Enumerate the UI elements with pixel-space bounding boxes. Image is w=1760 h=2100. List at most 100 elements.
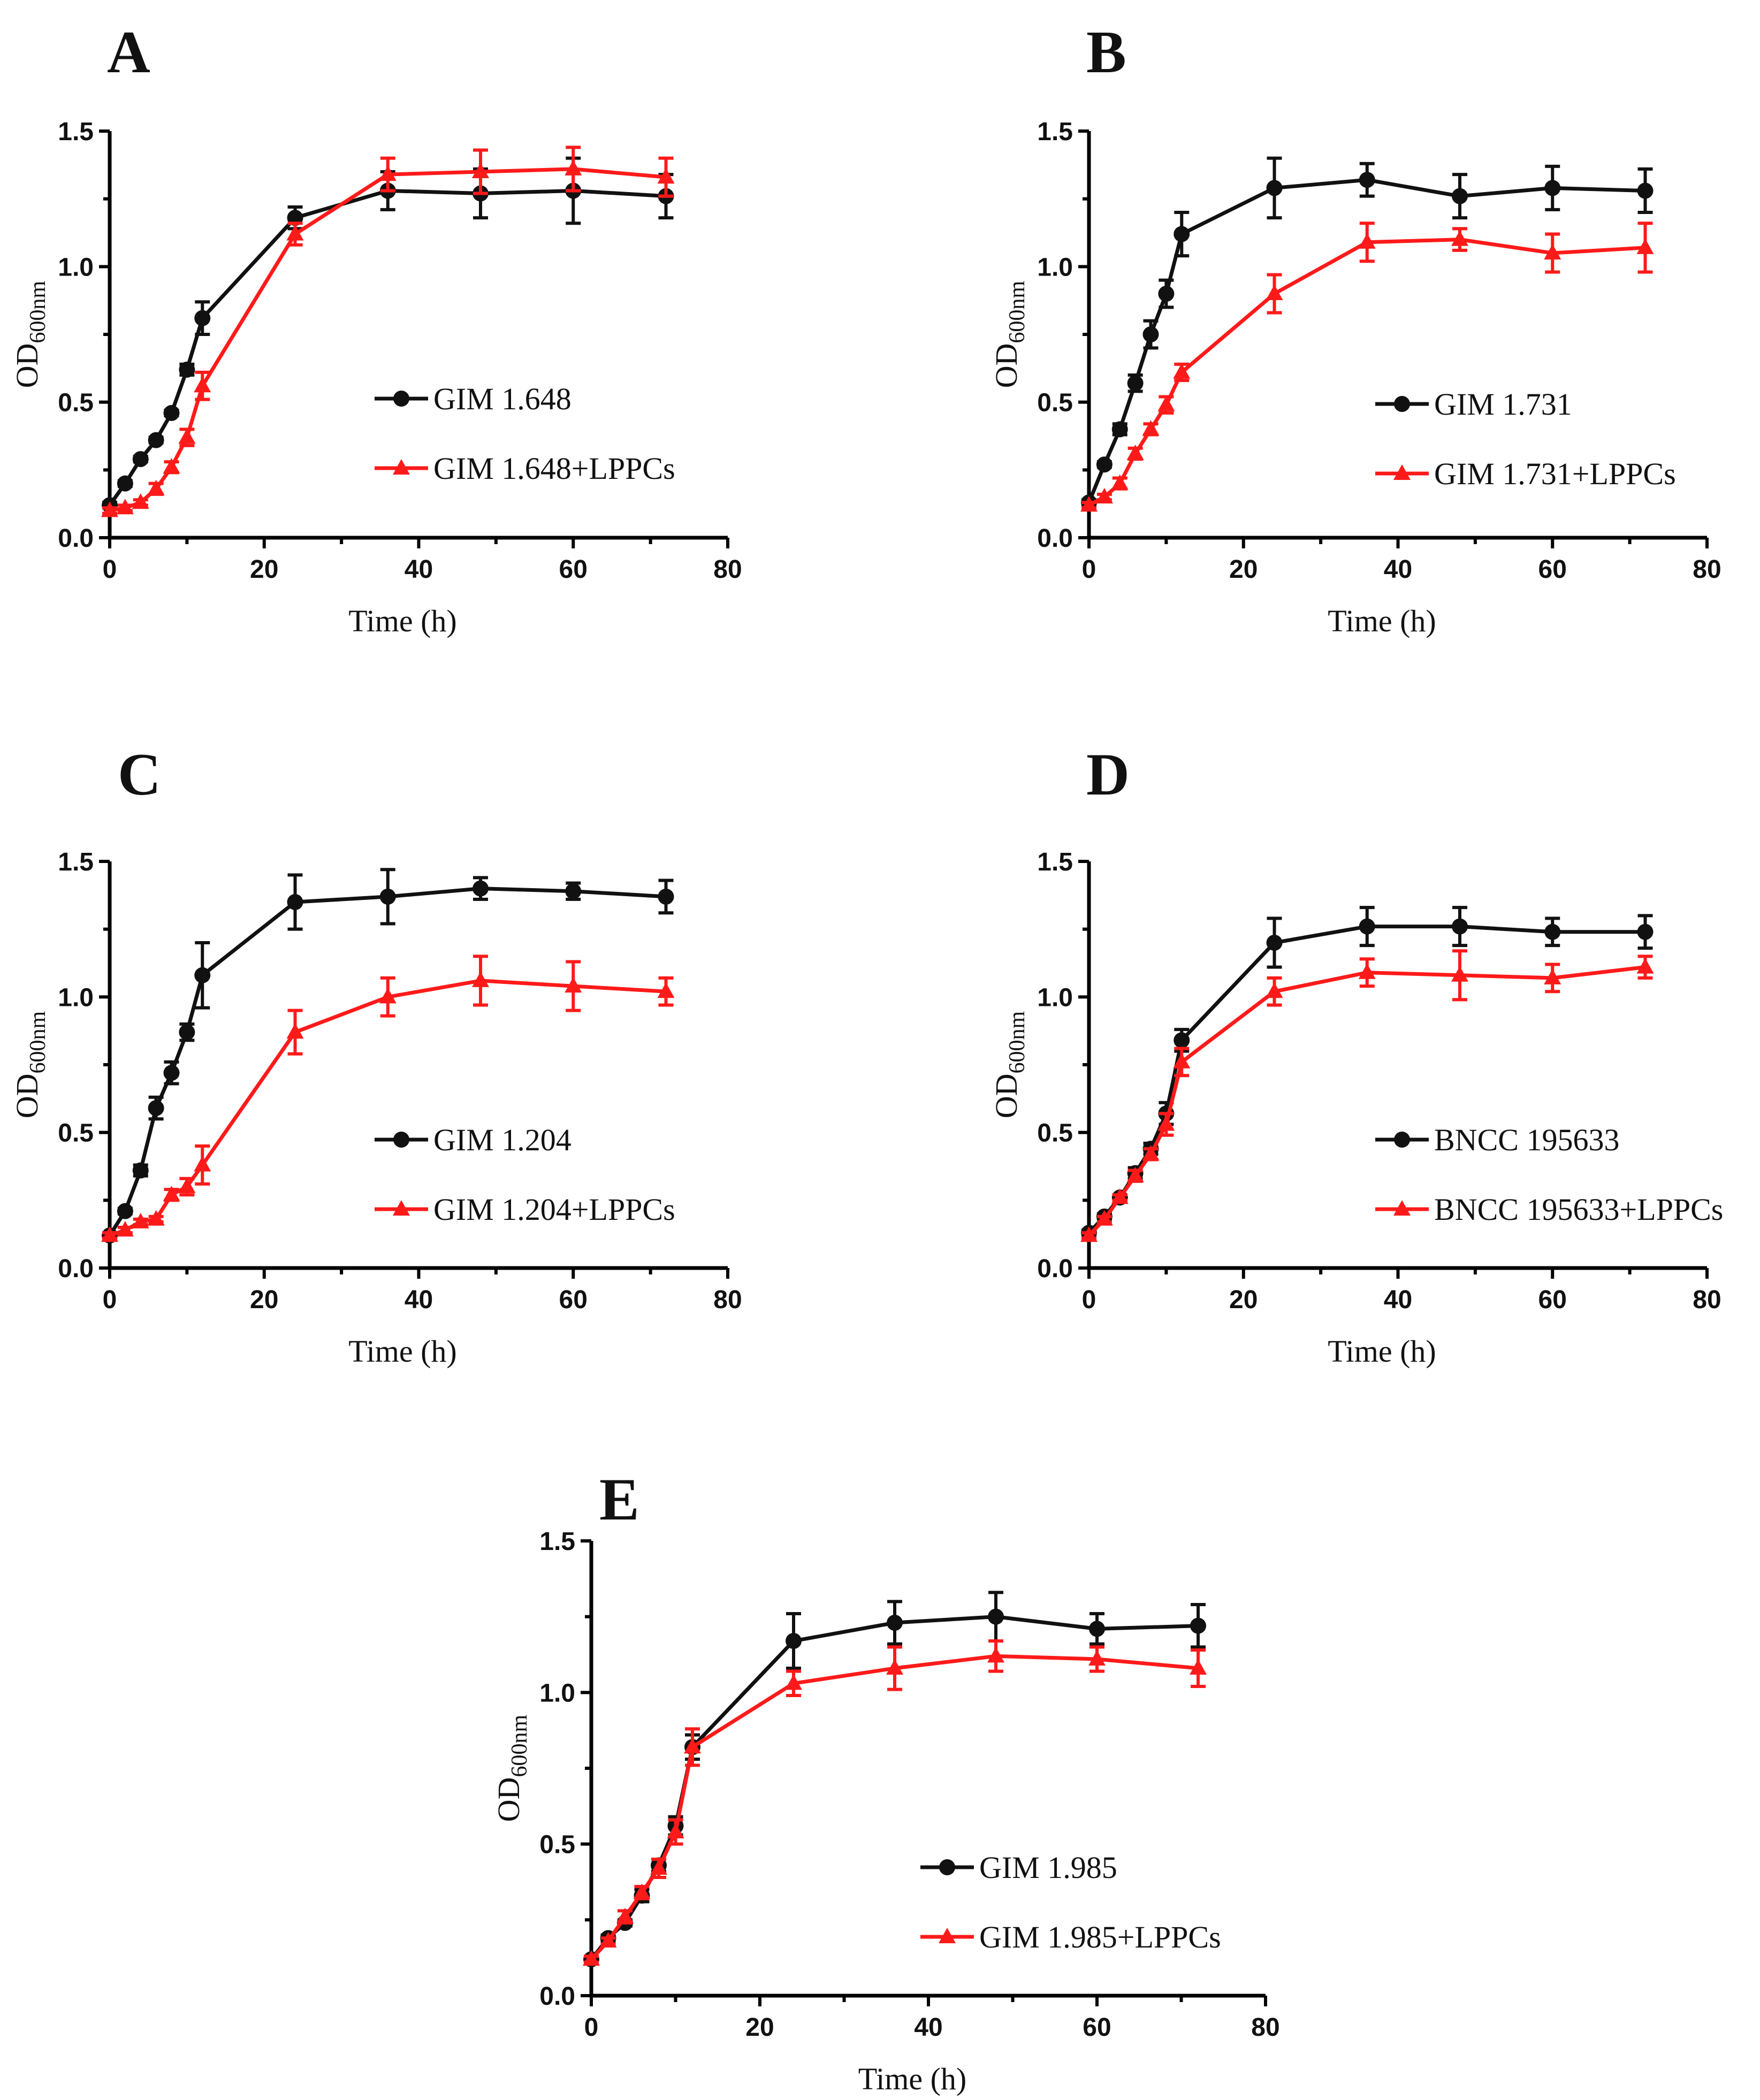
data-point	[132, 1212, 149, 1228]
data-point	[1088, 1650, 1106, 1666]
y-tick-label: 1.5	[58, 118, 94, 146]
legend-entry: GIM 1.648+LPPCs	[375, 451, 675, 486]
data-point	[1359, 918, 1375, 935]
series-lppcs	[101, 146, 675, 517]
chart-panel-c: C 0 20 40 60 80 0.0 0.5 1.0 1.5 Time (h) OD600nm GIM…	[10, 742, 742, 1369]
data-point	[1173, 1052, 1191, 1068]
y-tick-label: 0.0	[1037, 1255, 1073, 1283]
y-tick-label: 0.0	[539, 1982, 575, 2011]
y-tick-label: 1.5	[1037, 848, 1073, 876]
data-point	[599, 1932, 617, 1948]
data-point	[616, 1907, 634, 1923]
data-point	[657, 168, 675, 184]
data-point	[658, 888, 674, 905]
x-tick-label: 80	[713, 1286, 742, 1314]
y-axis-title: OD600nm	[10, 280, 50, 388]
data-point	[163, 1065, 180, 1081]
x-tick-label: 0	[584, 2013, 599, 2042]
data-point	[1174, 1032, 1190, 1049]
y-axis-title-main: OD	[491, 1777, 526, 1822]
legend-label: GIM 1.985+LPPCs	[979, 1920, 1221, 1954]
x-tick-label: 60	[559, 1286, 588, 1314]
data-point	[116, 499, 134, 515]
legend-marker	[393, 391, 409, 407]
data-point	[1544, 180, 1561, 196]
panel-letter: D	[1086, 742, 1130, 808]
legend-marker	[939, 1859, 955, 1875]
data-point	[887, 1615, 903, 1631]
y-tick-label: 1.5	[1037, 118, 1073, 146]
data-point	[178, 1178, 196, 1193]
y-axis-title-main: OD	[989, 343, 1024, 388]
data-point	[1080, 1226, 1098, 1242]
x-axis-title: Time (h)	[858, 2061, 967, 2096]
data-point	[1111, 474, 1129, 490]
legend-label: BNCC 195633	[1434, 1122, 1619, 1157]
data-point	[1111, 1188, 1129, 1204]
y-axis-title: OD600nm	[491, 1714, 532, 1822]
data-point	[379, 988, 397, 1004]
series-lppcs	[1080, 222, 1654, 512]
panel-letter: B	[1086, 19, 1126, 86]
data-point	[472, 971, 489, 987]
data-point	[1266, 285, 1283, 300]
data-point	[194, 967, 211, 983]
chart-panel-e: E 0 20 40 60 80 0.0 0.5 1.0 1.5 Time (h) OD600nm GIM…	[491, 1467, 1280, 2096]
legend-label: GIM 1.204	[433, 1122, 572, 1157]
legend-label: GIM 1.648+LPPCs	[433, 451, 675, 486]
data-point	[1142, 420, 1160, 436]
data-point	[178, 428, 196, 444]
data-point	[163, 458, 180, 474]
legend-marker	[393, 459, 410, 475]
series-lppcs	[1080, 949, 1654, 1242]
legend-marker	[1393, 464, 1411, 480]
y-axis-title: OD600nm	[989, 1011, 1030, 1118]
x-tick-label: 20	[1229, 555, 1258, 584]
data-point	[1127, 375, 1144, 392]
series-control	[1081, 156, 1654, 511]
legend-entry: GIM 1.204+LPPCs	[375, 1192, 675, 1227]
data-point	[1637, 923, 1654, 940]
legend-entry: BNCC 195633	[1375, 1122, 1619, 1157]
panel-letter: E	[599, 1467, 639, 1533]
data-point	[194, 377, 211, 393]
legend-entry: GIM 1.731+LPPCs	[1375, 456, 1676, 491]
data-point	[473, 880, 489, 897]
data-point	[1080, 496, 1098, 512]
data-point	[633, 1883, 651, 1899]
data-point	[117, 1203, 133, 1219]
data-point	[583, 1950, 600, 1966]
legend-marker	[1394, 396, 1410, 412]
data-point	[1359, 172, 1375, 188]
data-point	[179, 1024, 195, 1041]
data-point	[1157, 395, 1175, 411]
data-point	[1452, 918, 1468, 935]
y-axis-title-main: OD	[10, 343, 44, 388]
data-point	[379, 165, 397, 181]
data-point	[132, 1162, 149, 1179]
x-axis-title: Time (h)	[348, 1334, 457, 1369]
data-point	[657, 982, 675, 998]
y-tick-label: 0.5	[539, 1831, 575, 1859]
y-axis-title: OD600nm	[10, 1011, 50, 1118]
data-point	[988, 1608, 1004, 1625]
data-point	[1452, 188, 1468, 204]
x-tick-label: 20	[1229, 1286, 1258, 1314]
data-point	[1174, 226, 1190, 242]
data-point	[147, 479, 165, 495]
y-tick-label: 1.0	[58, 983, 94, 1012]
data-point	[286, 225, 304, 241]
data-point	[1111, 421, 1128, 438]
data-point	[1358, 963, 1376, 979]
data-point	[101, 1226, 118, 1242]
y-axis-title-subscript: 600nm	[1005, 280, 1030, 343]
data-point	[1095, 488, 1113, 503]
data-point	[785, 1674, 802, 1690]
chart-panel-b: B 0 20 40 60 80 0.0 0.5 1.0 1.5 Time (h) OD600nm GIM…	[989, 19, 1721, 638]
data-point	[1095, 1210, 1113, 1226]
data-point	[565, 883, 582, 899]
data-point	[132, 493, 149, 509]
x-tick-label: 80	[713, 555, 742, 584]
data-point	[148, 1100, 164, 1117]
data-point	[1157, 1115, 1175, 1131]
